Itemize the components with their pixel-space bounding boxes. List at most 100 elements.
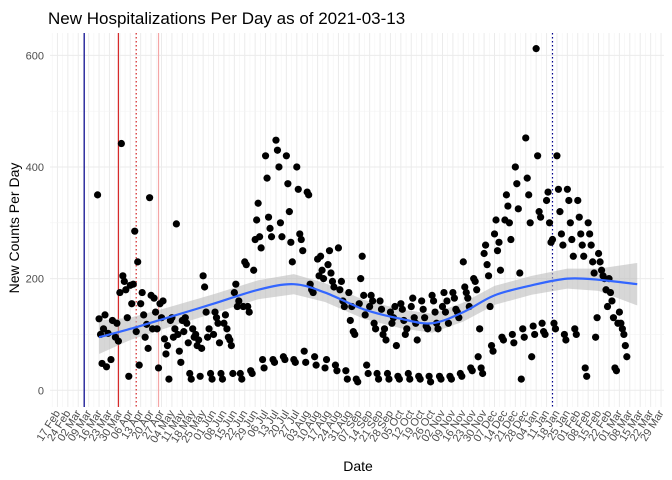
data-point bbox=[236, 369, 244, 378]
data-point bbox=[227, 341, 235, 350]
data-point bbox=[248, 369, 256, 378]
data-point bbox=[581, 364, 589, 372]
data-point bbox=[174, 330, 182, 339]
data-point bbox=[183, 319, 191, 327]
data-point bbox=[623, 353, 631, 361]
data-point bbox=[369, 297, 377, 305]
data-point bbox=[388, 319, 396, 327]
data-point bbox=[270, 358, 279, 366]
data-point bbox=[160, 335, 169, 343]
data-point bbox=[311, 353, 319, 361]
data-point bbox=[299, 247, 307, 255]
data-point bbox=[615, 308, 623, 316]
data-point bbox=[584, 219, 592, 227]
data-point bbox=[212, 314, 221, 322]
data-point bbox=[294, 185, 302, 193]
data-point bbox=[443, 297, 451, 305]
data-point bbox=[517, 375, 525, 383]
data-point bbox=[403, 325, 411, 333]
data-point bbox=[244, 302, 252, 311]
data-point bbox=[544, 188, 552, 196]
data-point bbox=[300, 347, 308, 355]
data-point bbox=[324, 261, 332, 269]
data-point bbox=[617, 319, 625, 327]
data-point bbox=[493, 247, 502, 255]
data-point bbox=[377, 305, 386, 313]
data-point bbox=[541, 330, 549, 339]
data-point bbox=[273, 146, 282, 154]
data-point bbox=[242, 261, 250, 269]
data-point bbox=[205, 325, 213, 333]
data-point bbox=[358, 252, 366, 260]
data-point bbox=[385, 375, 393, 383]
data-point bbox=[208, 375, 216, 383]
data-point bbox=[410, 314, 418, 322]
data-point bbox=[553, 152, 561, 160]
data-point bbox=[608, 297, 616, 305]
data-point bbox=[181, 314, 189, 322]
data-point bbox=[340, 302, 348, 311]
data-point bbox=[535, 208, 543, 216]
data-point bbox=[189, 325, 197, 333]
data-point bbox=[477, 364, 485, 372]
data-point bbox=[281, 355, 289, 364]
data-point bbox=[594, 249, 603, 258]
smooth-line-group bbox=[98, 277, 638, 339]
data-point bbox=[366, 302, 374, 311]
data-point bbox=[357, 275, 365, 283]
data-point bbox=[337, 277, 345, 286]
data-point bbox=[125, 372, 133, 380]
data-point bbox=[233, 302, 241, 311]
data-point bbox=[278, 233, 286, 241]
data-point bbox=[201, 283, 209, 291]
data-point bbox=[487, 341, 496, 350]
data-point bbox=[560, 330, 568, 339]
data-point bbox=[505, 219, 513, 227]
data-point bbox=[502, 191, 511, 199]
y-tick-label: 0 bbox=[38, 385, 44, 397]
data-point bbox=[476, 325, 484, 333]
data-point bbox=[177, 358, 185, 366]
data-point bbox=[264, 213, 273, 221]
data-point bbox=[459, 258, 467, 266]
data-point bbox=[510, 339, 518, 347]
data-point bbox=[511, 163, 519, 171]
data-point bbox=[293, 163, 301, 171]
data-point bbox=[291, 358, 299, 366]
data-point bbox=[195, 336, 203, 344]
data-point bbox=[284, 180, 292, 188]
data-point bbox=[520, 333, 528, 341]
data-point bbox=[186, 369, 194, 378]
data-point bbox=[223, 325, 231, 333]
data-point bbox=[419, 305, 427, 313]
data-point bbox=[261, 152, 270, 160]
data-point bbox=[559, 241, 567, 249]
data-point bbox=[571, 325, 579, 333]
data-point bbox=[401, 330, 409, 339]
data-point bbox=[499, 336, 508, 344]
data-point bbox=[218, 375, 227, 383]
data-point bbox=[263, 174, 271, 182]
data-point bbox=[151, 308, 160, 316]
data-point bbox=[137, 300, 145, 308]
data-point bbox=[441, 308, 450, 316]
data-point bbox=[479, 369, 487, 378]
data-point bbox=[379, 330, 387, 339]
data-point bbox=[525, 191, 533, 199]
data-point bbox=[93, 191, 102, 199]
data-point bbox=[203, 333, 212, 341]
data-point bbox=[172, 220, 180, 228]
data-point bbox=[434, 325, 442, 333]
data-point bbox=[345, 288, 353, 297]
data-point bbox=[135, 361, 143, 369]
data-point bbox=[309, 288, 317, 297]
data-point bbox=[575, 213, 583, 221]
data-point bbox=[545, 219, 554, 227]
data-point bbox=[383, 369, 392, 378]
data-point bbox=[596, 258, 604, 266]
data-point bbox=[437, 375, 445, 383]
data-point bbox=[333, 367, 341, 375]
